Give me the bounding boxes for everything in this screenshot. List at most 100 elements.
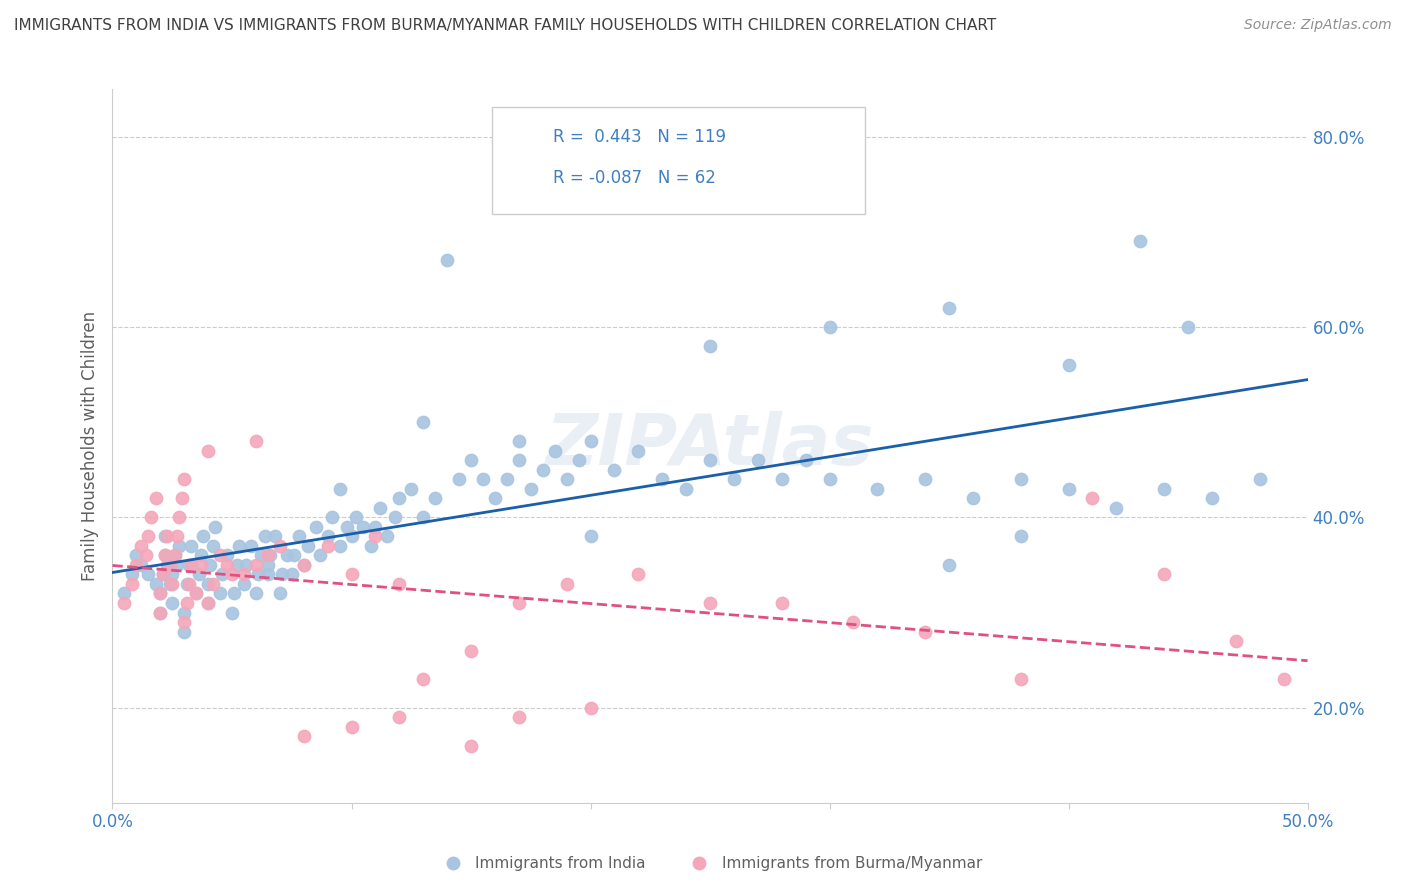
Point bbox=[520, 482, 543, 496]
Point bbox=[138, 567, 160, 582]
Point bbox=[938, 558, 960, 572]
Point bbox=[190, 558, 212, 572]
Point bbox=[340, 529, 363, 543]
Point bbox=[579, 529, 602, 543]
Point bbox=[259, 549, 281, 563]
Point bbox=[153, 549, 176, 563]
Point bbox=[770, 596, 793, 610]
Point bbox=[204, 520, 226, 534]
Point bbox=[531, 463, 554, 477]
Point bbox=[1153, 482, 1175, 496]
Point bbox=[436, 253, 458, 268]
Point bbox=[292, 558, 315, 572]
Point bbox=[699, 453, 721, 467]
Point bbox=[508, 453, 530, 467]
Point bbox=[1010, 472, 1032, 486]
Point bbox=[221, 567, 243, 582]
Point bbox=[1153, 567, 1175, 582]
Point bbox=[938, 301, 960, 315]
Point bbox=[579, 700, 602, 714]
Point bbox=[723, 472, 745, 486]
Point bbox=[288, 529, 311, 543]
Point bbox=[496, 472, 519, 486]
Point bbox=[245, 586, 267, 600]
Point bbox=[472, 472, 495, 486]
Point bbox=[153, 549, 176, 563]
Point bbox=[169, 539, 191, 553]
Point bbox=[297, 539, 319, 553]
Point bbox=[794, 453, 817, 467]
Point bbox=[149, 586, 172, 600]
Point bbox=[225, 558, 247, 572]
Point bbox=[159, 558, 181, 572]
Point bbox=[162, 577, 183, 591]
Point bbox=[129, 558, 152, 572]
Point bbox=[699, 596, 721, 610]
Point bbox=[209, 549, 232, 563]
Point bbox=[176, 577, 198, 591]
Point bbox=[245, 558, 267, 572]
Point bbox=[269, 586, 291, 600]
Point bbox=[1177, 320, 1199, 334]
Point bbox=[114, 586, 135, 600]
Point bbox=[129, 539, 152, 553]
Point bbox=[276, 549, 298, 563]
Point bbox=[156, 529, 179, 543]
Text: IMMIGRANTS FROM INDIA VS IMMIGRANTS FROM BURMA/MYANMAR FAMILY HOUSEHOLDS WITH CH: IMMIGRANTS FROM INDIA VS IMMIGRANTS FROM… bbox=[14, 18, 997, 33]
Point bbox=[257, 558, 280, 572]
Point bbox=[166, 558, 188, 572]
Point bbox=[1272, 672, 1295, 686]
Point bbox=[388, 577, 411, 591]
Point bbox=[145, 491, 167, 506]
Point bbox=[177, 558, 200, 572]
Point bbox=[257, 567, 280, 582]
Point bbox=[187, 567, 209, 582]
Point bbox=[197, 596, 219, 610]
Point bbox=[747, 453, 769, 467]
Y-axis label: Family Households with Children: Family Households with Children bbox=[80, 311, 98, 581]
Point bbox=[412, 415, 434, 429]
Point bbox=[269, 539, 291, 553]
Point bbox=[388, 710, 411, 724]
Point bbox=[352, 520, 374, 534]
Point bbox=[125, 549, 148, 563]
Point bbox=[173, 615, 195, 629]
Point bbox=[603, 463, 626, 477]
Point bbox=[257, 549, 280, 563]
Point bbox=[201, 577, 224, 591]
Point bbox=[818, 320, 841, 334]
Point bbox=[177, 577, 200, 591]
Point bbox=[169, 510, 191, 524]
Point bbox=[149, 606, 172, 620]
Point bbox=[153, 529, 176, 543]
Point bbox=[368, 500, 391, 515]
Point bbox=[197, 577, 219, 591]
Point bbox=[240, 539, 263, 553]
Point bbox=[340, 567, 363, 582]
Point bbox=[401, 482, 423, 496]
Point bbox=[283, 549, 305, 563]
Point bbox=[579, 434, 602, 449]
Point bbox=[425, 491, 447, 506]
Point bbox=[281, 567, 304, 582]
Point bbox=[156, 558, 179, 572]
Point bbox=[228, 539, 250, 553]
Point bbox=[152, 567, 174, 582]
Point bbox=[197, 443, 219, 458]
Point bbox=[264, 529, 287, 543]
Point bbox=[166, 529, 188, 543]
Point bbox=[121, 567, 143, 582]
Point bbox=[412, 510, 434, 524]
Point bbox=[364, 520, 387, 534]
Point bbox=[173, 472, 195, 486]
Point bbox=[135, 549, 157, 563]
Point bbox=[200, 558, 222, 572]
Point bbox=[340, 720, 363, 734]
Point bbox=[138, 529, 160, 543]
Point bbox=[336, 520, 359, 534]
Point bbox=[1010, 672, 1032, 686]
Point bbox=[254, 529, 277, 543]
Point bbox=[305, 520, 328, 534]
Point bbox=[1057, 358, 1080, 372]
Point bbox=[163, 549, 186, 563]
